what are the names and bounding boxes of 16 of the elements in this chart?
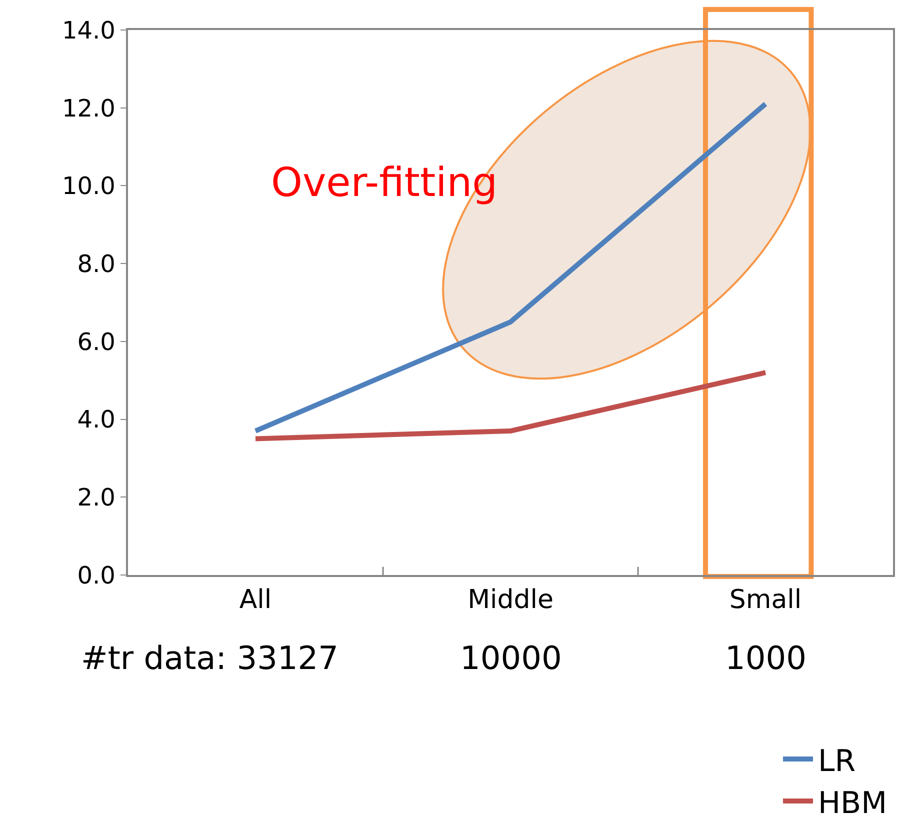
text: 10000 — [460, 639, 562, 677]
x-tick-label: Middle — [468, 584, 554, 615]
y-tick-label: 14.0 — [62, 16, 116, 44]
y-tick-label: 10.0 — [62, 172, 116, 200]
x-tick-label: All — [239, 584, 272, 615]
legend-label: HBM — [818, 786, 888, 821]
y-tick-label: 12.0 — [62, 94, 116, 122]
legend-label: LR — [818, 744, 856, 779]
text: #tr data: 33127 — [81, 639, 339, 677]
y-tick-label: 2.0 — [77, 484, 116, 512]
y-tick-label: 8.0 — [77, 250, 116, 278]
x-tick-label: Small — [729, 584, 802, 615]
text: 1000 — [725, 639, 806, 677]
y-tick-label: 0.0 — [77, 561, 116, 590]
y-tick-label: 6.0 — [77, 328, 116, 356]
y-tick-label: 4.0 — [77, 406, 116, 434]
